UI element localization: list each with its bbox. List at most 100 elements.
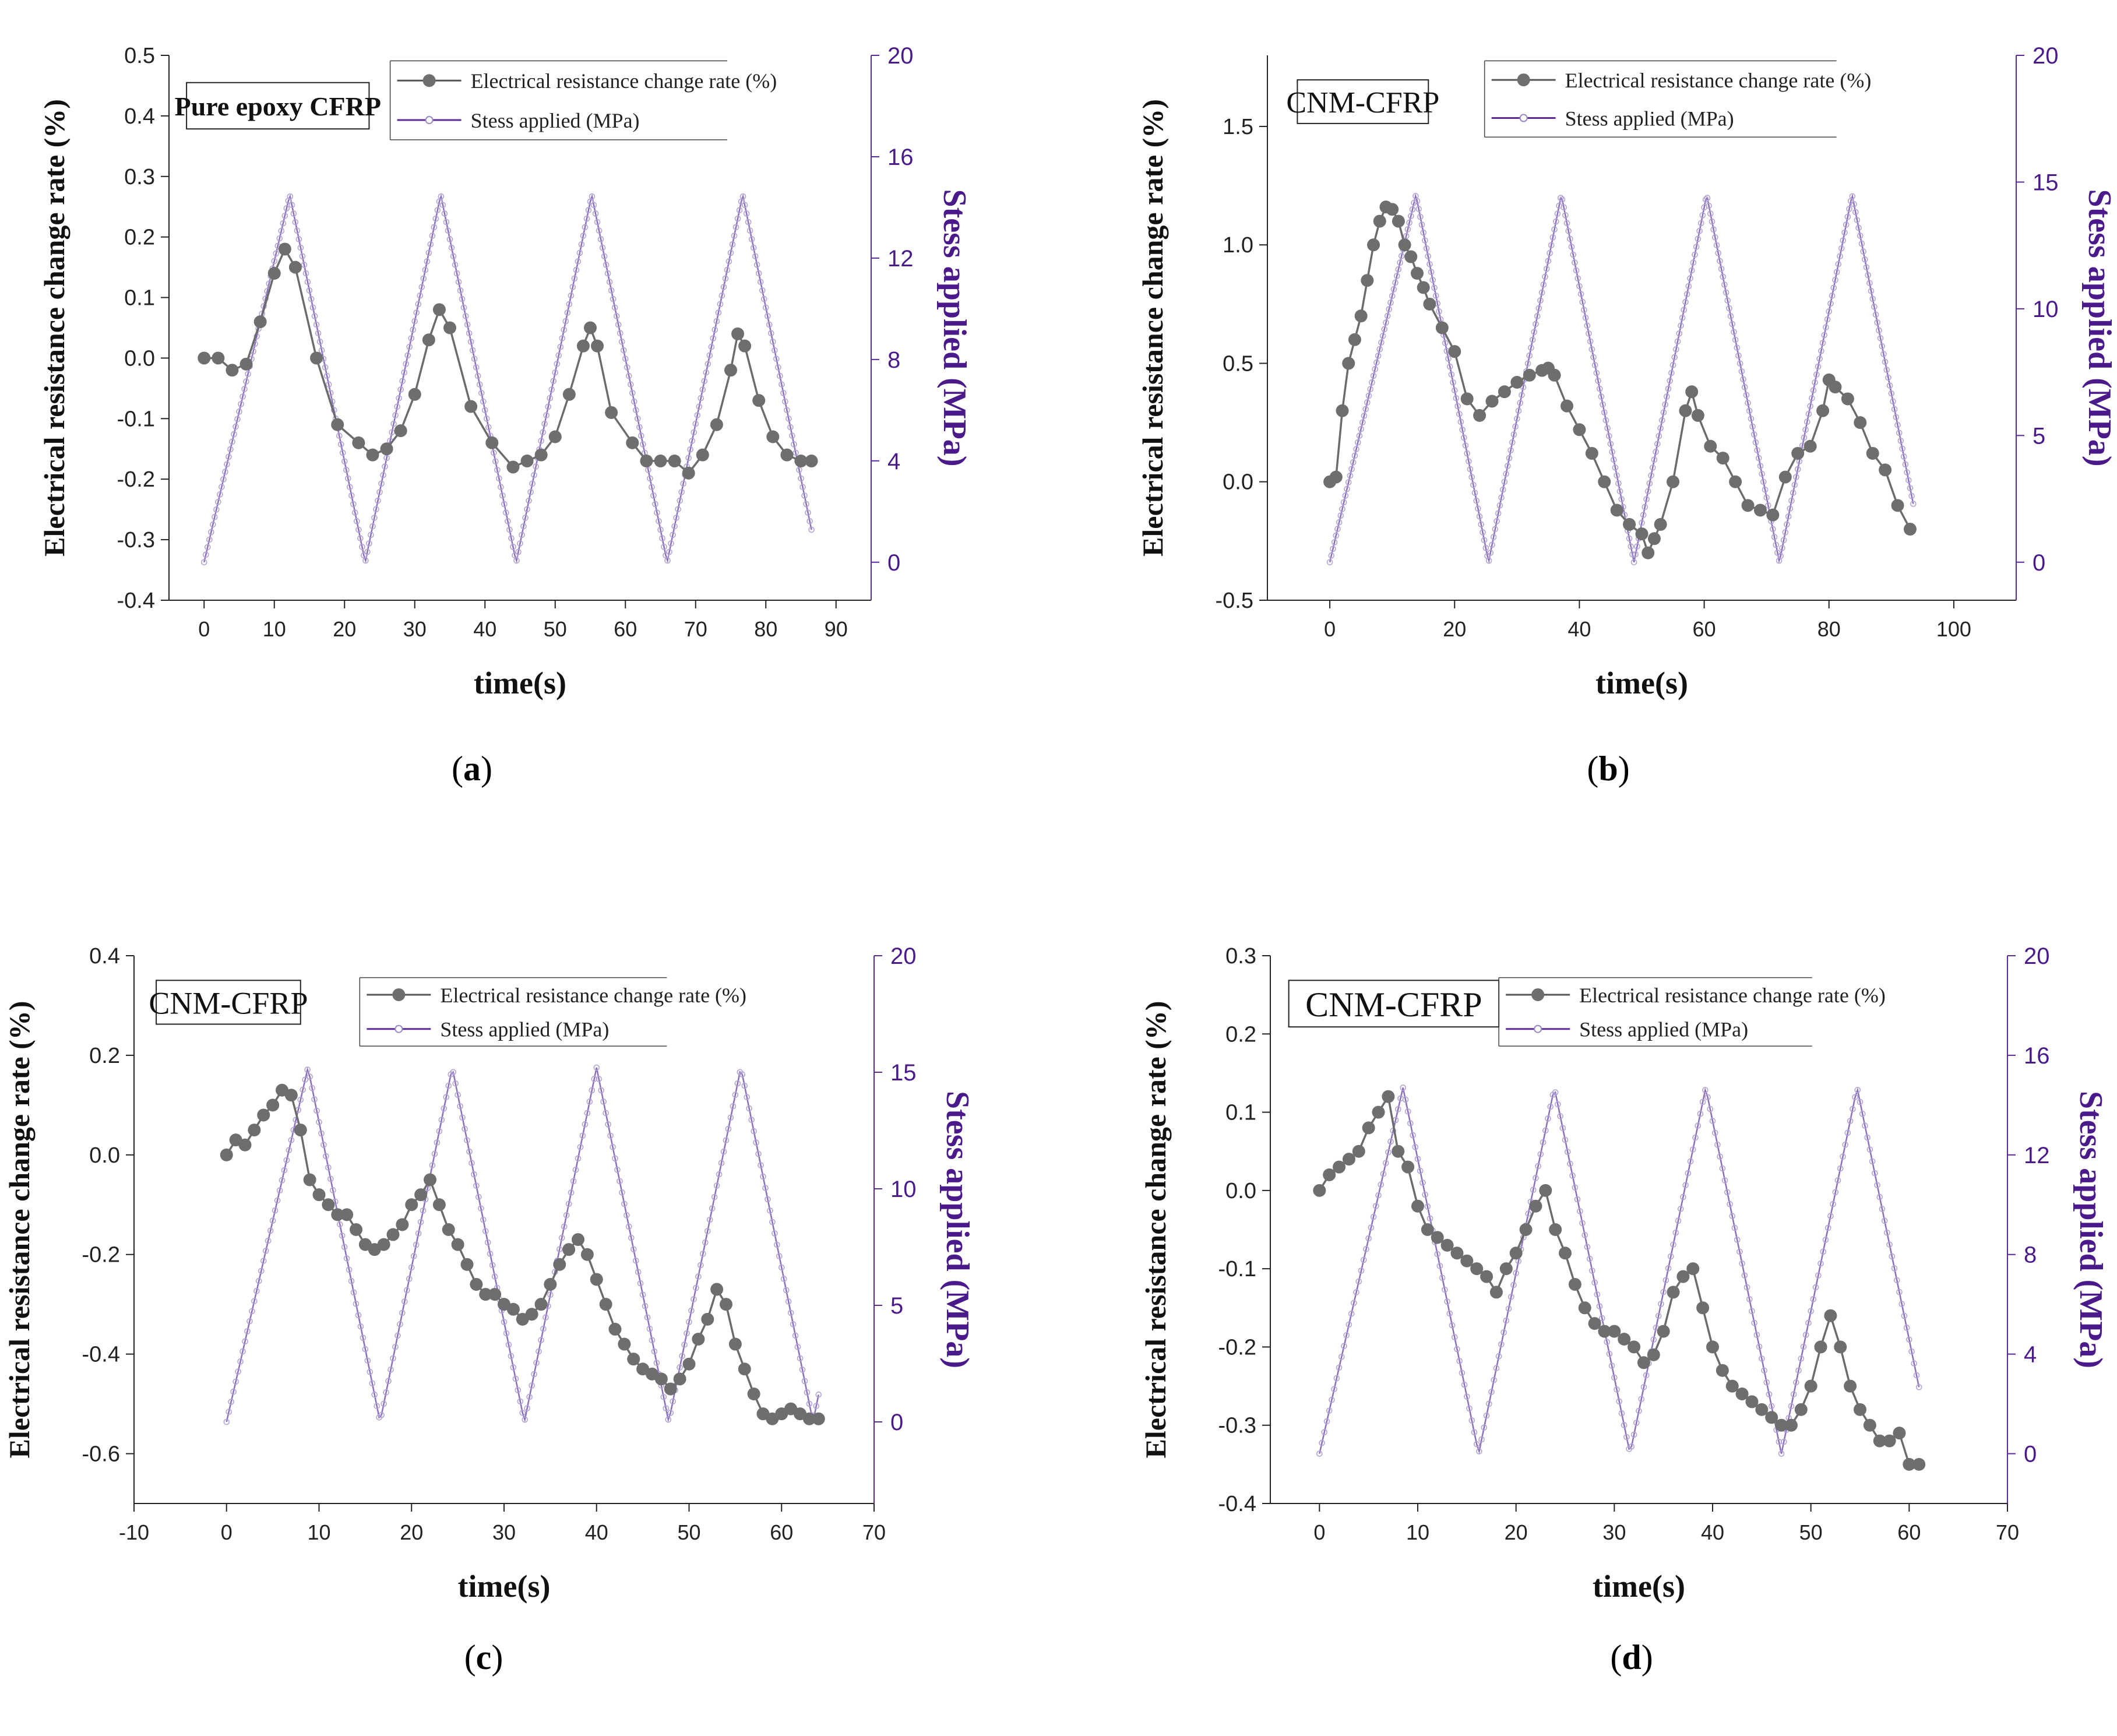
resistance-point bbox=[1642, 546, 1655, 559]
resistance-point bbox=[553, 1258, 566, 1271]
stress-point bbox=[1353, 446, 1359, 452]
stress-point bbox=[1711, 1129, 1718, 1136]
stress-point bbox=[1493, 1365, 1500, 1372]
stress-point bbox=[608, 287, 615, 294]
stress-point bbox=[448, 244, 455, 251]
resistance-point bbox=[525, 1308, 538, 1321]
stress-point bbox=[202, 551, 209, 558]
stress-point bbox=[1598, 393, 1605, 400]
stress-point bbox=[424, 258, 431, 265]
stress-point bbox=[1538, 289, 1545, 296]
stress-point bbox=[1533, 321, 1539, 328]
stress-point bbox=[1380, 1170, 1387, 1177]
stress-point bbox=[654, 509, 660, 516]
stress-point bbox=[1787, 505, 1794, 512]
resistance-point bbox=[1404, 250, 1418, 263]
stress-point bbox=[1782, 529, 1789, 536]
stress-point bbox=[780, 1276, 787, 1282]
stress-point bbox=[1611, 456, 1617, 463]
stress-point bbox=[1400, 1084, 1406, 1091]
stress-point bbox=[540, 1325, 547, 1332]
stress-point bbox=[278, 227, 285, 234]
stress-point bbox=[1616, 1398, 1623, 1405]
stress-point bbox=[1869, 295, 1876, 302]
stress-point bbox=[785, 1298, 792, 1305]
stress-point bbox=[1881, 1217, 1888, 1224]
stress-point bbox=[348, 1278, 355, 1284]
stress-point bbox=[1359, 419, 1366, 426]
stress-point bbox=[1563, 220, 1570, 227]
stress-point bbox=[706, 352, 713, 359]
stress-point bbox=[230, 1388, 237, 1395]
stress-point bbox=[1824, 1224, 1831, 1231]
legend-marker-resistance bbox=[1517, 73, 1530, 87]
stress-point bbox=[1800, 1343, 1807, 1350]
stress-point bbox=[1827, 300, 1834, 307]
legend-label-resistance: Electrical resistance change rate (%) bbox=[1579, 984, 1886, 1007]
stress-point bbox=[604, 270, 611, 277]
stress-point bbox=[773, 355, 780, 362]
stress-line bbox=[1319, 1087, 1920, 1455]
stress-point bbox=[705, 361, 711, 367]
stress-point bbox=[280, 220, 287, 227]
stress-point bbox=[1729, 321, 1736, 328]
stress-point bbox=[774, 1241, 780, 1248]
resistance-point bbox=[422, 333, 435, 347]
stress-point bbox=[603, 262, 610, 268]
stress-point bbox=[1370, 1213, 1377, 1220]
stress-point bbox=[1751, 1319, 1757, 1326]
y-left-tick-label: -0.6 bbox=[82, 1442, 120, 1467]
stress-point bbox=[600, 1098, 607, 1105]
stress-point bbox=[752, 253, 759, 260]
stress-point bbox=[1353, 1289, 1359, 1295]
stress-point bbox=[1582, 314, 1589, 321]
stress-point bbox=[1590, 354, 1597, 361]
stress-point bbox=[1720, 273, 1727, 280]
resistance-point bbox=[701, 1312, 714, 1326]
y-left-tick-label: 0.4 bbox=[124, 104, 155, 129]
x-axis-title: time(s) bbox=[1595, 665, 1688, 700]
stress-point bbox=[1821, 332, 1828, 339]
stress-point bbox=[784, 407, 790, 414]
stress-point bbox=[677, 1364, 683, 1371]
stress-point bbox=[1402, 1096, 1409, 1103]
stress-point bbox=[1363, 1246, 1369, 1252]
stress-point bbox=[750, 244, 757, 251]
stress-point bbox=[1512, 423, 1519, 430]
stress-point bbox=[1390, 286, 1397, 293]
stress-point bbox=[568, 1189, 575, 1196]
resistance-point bbox=[1608, 1325, 1621, 1338]
stress-point bbox=[1864, 1134, 1871, 1141]
stress-point bbox=[462, 1125, 468, 1132]
stress-point bbox=[1593, 369, 1600, 376]
stress-point bbox=[1692, 251, 1698, 258]
resistance-point bbox=[226, 364, 239, 377]
resistance-point bbox=[590, 1273, 603, 1286]
stress-point bbox=[429, 233, 436, 239]
resistance-point bbox=[303, 1173, 316, 1186]
stress-point bbox=[1361, 413, 1368, 419]
stress-point bbox=[1572, 259, 1578, 266]
x-tick-label: 60 bbox=[614, 617, 637, 641]
stress-point bbox=[1640, 512, 1647, 518]
stress-point bbox=[624, 364, 630, 371]
stress-point bbox=[529, 1382, 535, 1389]
stress-point bbox=[1805, 1319, 1812, 1326]
stress-point bbox=[566, 301, 573, 308]
resistance-series bbox=[1323, 200, 1917, 559]
stress-point bbox=[1504, 463, 1511, 469]
stress-point bbox=[249, 1308, 255, 1315]
stress-point bbox=[1378, 339, 1385, 346]
stress-point bbox=[630, 1246, 637, 1253]
stress-point bbox=[1692, 1134, 1699, 1141]
resistance-point bbox=[1791, 446, 1805, 460]
stress-point bbox=[741, 1082, 748, 1089]
stress-point bbox=[1844, 1129, 1851, 1136]
stress-point bbox=[1707, 210, 1714, 217]
stress-point bbox=[649, 484, 655, 491]
stress-point bbox=[790, 1321, 797, 1327]
stress-point bbox=[1707, 1105, 1714, 1112]
stress-point bbox=[233, 1378, 239, 1385]
y-left-tick-label: -0.2 bbox=[1218, 1335, 1256, 1360]
resistance-point bbox=[1372, 1105, 1385, 1119]
